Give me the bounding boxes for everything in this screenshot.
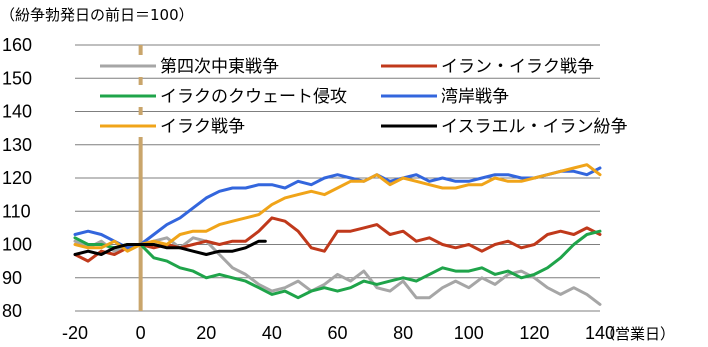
y-tick-label: 100 <box>2 235 32 255</box>
x-tick-label: 40 <box>262 323 282 343</box>
legend-label: イラク戦争 <box>160 117 245 137</box>
x-tick-label: 20 <box>196 323 216 343</box>
legend-backdrop <box>98 115 253 137</box>
legend-backdrop <box>98 55 287 77</box>
legend-label: 湾岸戦争 <box>441 87 509 107</box>
series-line-3 <box>73 166 602 250</box>
legend-label: イスラエル・イラン紛争 <box>441 117 628 137</box>
y-axis-unit-note: （紛争勃発日の前日＝100） <box>0 6 194 24</box>
y-tick-label: 80 <box>2 301 22 321</box>
x-tick-label: 100 <box>454 323 484 343</box>
x-axis-unit-note: （営業日） <box>600 325 675 343</box>
y-tick-label: 150 <box>2 68 32 88</box>
legend-backdrop <box>379 115 636 137</box>
x-tick-label: -20 <box>62 323 88 343</box>
y-tick-label: 130 <box>2 135 32 155</box>
y-tick-label: 110 <box>2 201 31 221</box>
x-tick-label: 140 <box>585 323 615 343</box>
x-tick-label: 80 <box>393 323 413 343</box>
legend-backdrop <box>98 85 355 107</box>
legend-label: イラン・イラク戦争 <box>441 57 594 77</box>
x-tick-label: 0 <box>136 323 146 343</box>
y-tick-label: 120 <box>2 168 32 188</box>
legend-label: 第四次中東戦争 <box>160 57 279 77</box>
x-tick-label: 120 <box>519 323 549 343</box>
y-tick-label: 140 <box>2 102 32 122</box>
series-line-4 <box>73 163 602 253</box>
y-tick-label: 90 <box>2 268 22 288</box>
tick-layer: 80 90 100 110 120 130 140 150 160 -20 0 20 40 60 80 100… <box>2 35 615 343</box>
series-line-5 <box>73 239 267 256</box>
y-tick-label: 160 <box>2 35 32 55</box>
legend-label: イラクのクウェート侵攻 <box>160 87 347 107</box>
series-line-1 <box>73 216 602 263</box>
series-line-2 <box>73 229 602 300</box>
legend-backdrop <box>379 55 602 77</box>
legend-backdrop <box>379 85 517 107</box>
series-layer <box>73 163 602 306</box>
x-tick-label: 60 <box>327 323 347 343</box>
